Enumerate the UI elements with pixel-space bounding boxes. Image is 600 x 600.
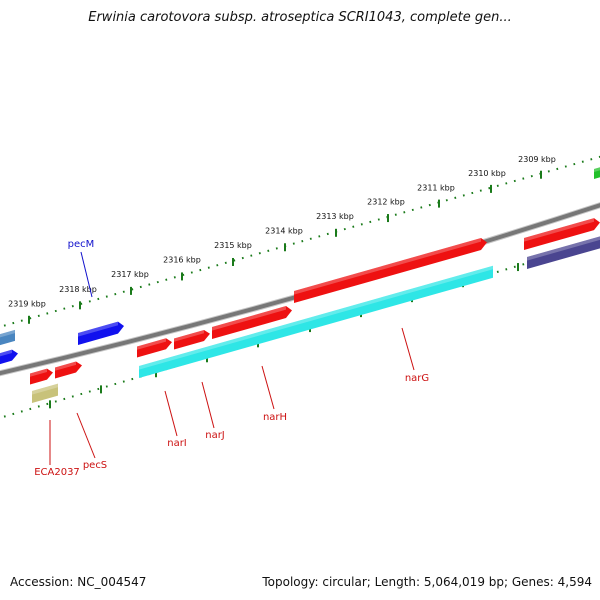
gene-green-block: [594, 167, 600, 179]
leader-line: [76, 412, 96, 459]
gene-ECA2037-red-block-shine: [30, 368, 47, 377]
scale-label: 2317 kbp: [111, 270, 149, 279]
gene-ECA2037-red-block: [30, 368, 53, 385]
gene-right-red-block: [524, 218, 600, 250]
leader-line: [201, 381, 215, 429]
gene-narJ-block-body: [174, 330, 210, 350]
scale-label: 2313 kbp: [316, 212, 354, 221]
scale-label: 2315 kbp: [214, 241, 252, 250]
genome-summary-text: Topology: circular; Length: 5,064,019 bp…: [262, 575, 592, 589]
gene-left-steel-block: [0, 329, 15, 346]
gene-slate-block-shine: [527, 236, 600, 261]
scale-label: 2309 kbp: [518, 155, 556, 164]
scale-label: 2316 kbp: [163, 255, 201, 264]
scale-label: 2310 kbp: [468, 169, 506, 178]
gene-slate-block: [527, 236, 600, 269]
map-title: Erwinia carotovora subsp. atroseptica SC…: [88, 10, 512, 25]
gene-narJ-block-shine: [174, 330, 204, 342]
gene-label: narJ: [205, 430, 225, 441]
gene-left-steel-block-body: [0, 329, 15, 346]
gene-narI-block-shine: [137, 338, 166, 350]
gene-narG-block-shine: [294, 238, 481, 295]
gene-label: ECA2037: [34, 467, 80, 478]
gene-left-steel-block-shine: [0, 329, 15, 338]
gene-pecM-block-body: [78, 321, 124, 345]
feature-group: [0, 167, 600, 403]
gene-label: pecM: [68, 239, 95, 250]
scale-label-group: 2309 kbp 2310 kbp 2311 kbp 2312 kbp 2313 kbp…: [8, 155, 556, 309]
gene-pecS-block: [55, 361, 82, 379]
gene-label: pecS: [83, 460, 107, 471]
scale-label: 2318 kbp: [59, 285, 97, 294]
gene-pecS-block-shine: [55, 361, 76, 371]
scale-label: 2319 kbp: [8, 299, 46, 308]
gene-left-blue-block-body: [0, 349, 18, 365]
accession-text: Accession: NC_004547: [10, 575, 147, 589]
gene-label: narH: [263, 412, 287, 423]
gene-label: narG: [405, 373, 429, 384]
gene-cyan-block-shine: [139, 265, 493, 370]
leader-line: [401, 327, 415, 371]
gene-narI-block-body: [137, 338, 172, 358]
gene-pecS-block-body: [55, 361, 82, 379]
gene-cyan-block: [139, 265, 493, 378]
gene-left-blue-block-shine: [0, 349, 12, 357]
scale-label: 2311 kbp: [417, 183, 455, 192]
gene-olive-block-shine: [32, 383, 58, 395]
scale-label: 2314 kbp: [265, 227, 303, 236]
gene-right-red-block-body: [524, 218, 600, 250]
gene-pecM-block: [78, 321, 124, 345]
scale-label: 2312 kbp: [367, 198, 405, 207]
gene-left-blue-block: [0, 349, 18, 365]
gene-ECA2037-red-block-body: [30, 368, 53, 385]
leader-line: [164, 390, 178, 437]
gene-right-red-block-shine: [524, 218, 594, 242]
gene-narH-block: [212, 306, 292, 339]
gene-slate-block-body: [527, 236, 600, 269]
leader-line: [261, 365, 275, 410]
gene-narH-block-shine: [212, 306, 286, 331]
gene-narJ-block: [174, 330, 210, 350]
outer-tick-track: [3, 155, 600, 327]
leader-line: [80, 251, 93, 298]
gene-olive-block: [32, 383, 58, 403]
gene-olive-block-body: [32, 383, 58, 403]
gene-cyan-block-body: [139, 265, 493, 378]
gene-pecM-block-shine: [78, 321, 118, 337]
gene-narH-block-body: [212, 306, 292, 339]
gene-narG-block: [294, 238, 487, 303]
gene-green-block-body: [594, 167, 600, 179]
gene-green-block-shine: [594, 167, 600, 172]
gene-label: narI: [167, 438, 187, 449]
gene-narI-block: [137, 338, 172, 358]
gene-narG-block-body: [294, 238, 487, 303]
